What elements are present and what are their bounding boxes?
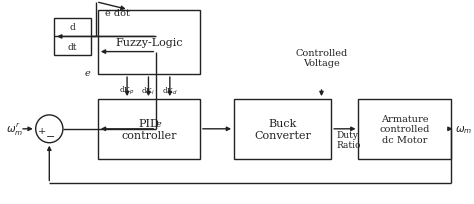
Text: e: e (84, 68, 90, 77)
Text: +: + (38, 127, 46, 136)
Text: dK$_d$: dK$_d$ (162, 85, 178, 96)
Bar (358, 100, 451, 159)
Text: PID
controller: PID controller (121, 119, 177, 140)
Text: Fuzzy-Logic: Fuzzy-Logic (115, 38, 183, 48)
Text: Duty
Ratio: Duty Ratio (336, 130, 361, 150)
Text: Buck
Converter: Buck Converter (254, 119, 311, 140)
Bar (98, 100, 200, 159)
Text: e dot: e dot (105, 9, 130, 18)
Text: Controlled
Voltage: Controlled Voltage (295, 49, 347, 68)
Bar (54, 19, 91, 56)
Bar (234, 100, 331, 159)
Text: dK$_i$: dK$_i$ (141, 85, 155, 96)
Text: d
─
dt: d ─ dt (68, 22, 77, 52)
Text: $\omega_m$: $\omega_m$ (455, 123, 472, 135)
Text: −: − (46, 132, 55, 142)
Text: Armature
controlled
dc Motor: Armature controlled dc Motor (379, 114, 430, 144)
Text: e: e (155, 120, 161, 129)
Bar (98, 11, 200, 75)
Text: $\omega_m^r$: $\omega_m^r$ (6, 121, 23, 137)
Text: dK$_p$: dK$_p$ (119, 84, 135, 96)
